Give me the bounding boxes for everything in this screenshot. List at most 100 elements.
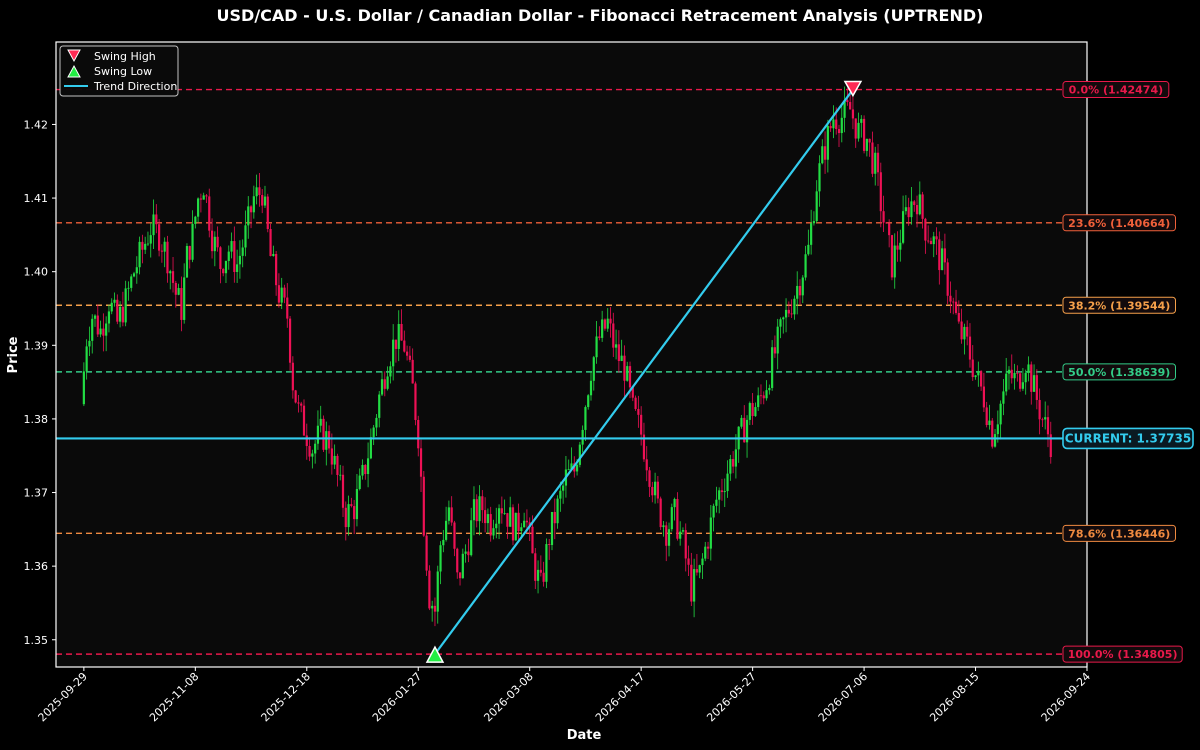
legend-label: Swing High	[94, 50, 156, 63]
candle-body	[286, 297, 289, 319]
candle-body	[745, 419, 749, 443]
candle-body	[595, 336, 598, 358]
candle-body	[1041, 419, 1044, 421]
candle-body	[729, 459, 732, 474]
candle-body	[208, 196, 211, 231]
candle-body	[1024, 372, 1027, 383]
y-tick-label: 1.35	[24, 634, 49, 647]
chart-title: USD/CAD - U.S. Dollar / Canadian Dollar …	[217, 6, 984, 25]
candle-body	[601, 319, 604, 338]
candle-body	[993, 434, 997, 447]
candle-body	[673, 498, 676, 508]
candle-body	[693, 569, 696, 602]
candle-body	[879, 172, 882, 212]
candle-body	[520, 527, 523, 532]
candle-body	[835, 119, 838, 130]
candle-body	[130, 276, 133, 288]
candle-body	[132, 273, 136, 277]
candle-body	[592, 357, 595, 381]
candle-body	[185, 246, 189, 278]
candle-body	[333, 455, 336, 465]
candle-body	[322, 418, 325, 450]
candle-body	[378, 394, 381, 418]
candle-body	[222, 268, 225, 274]
candle-body	[227, 251, 230, 261]
fib-label: 50.0% (1.38639)	[1068, 366, 1170, 379]
swing-low-marker	[425, 645, 445, 663]
candle-body	[982, 386, 985, 408]
candle-body	[743, 417, 746, 443]
candle-body	[935, 236, 938, 240]
candle-body	[199, 198, 202, 200]
candle-body	[790, 313, 793, 315]
candle-body	[796, 285, 799, 299]
y-tick-label: 1.40	[24, 266, 49, 279]
candle-body	[776, 326, 779, 354]
candle-body	[247, 206, 250, 226]
candle-body	[821, 146, 824, 164]
candle-body	[968, 336, 972, 360]
candle-body	[614, 344, 618, 348]
candle-body	[885, 222, 888, 224]
candle-body	[807, 244, 810, 255]
candle-body	[166, 241, 169, 274]
candle-body	[392, 339, 395, 367]
candle-body	[757, 395, 760, 408]
candle-body	[854, 118, 857, 139]
candle-body	[425, 535, 428, 571]
legend-box	[59, 45, 179, 97]
candle-body	[88, 340, 91, 347]
candle-body	[327, 431, 331, 449]
candle-body	[659, 498, 662, 528]
candle-body	[704, 546, 707, 559]
candle-body	[536, 569, 540, 581]
candle-body	[570, 463, 573, 470]
candle-body	[144, 243, 147, 250]
candle-body	[849, 102, 852, 110]
y-tick-label: 1.38	[24, 413, 49, 426]
candle-body	[305, 435, 308, 446]
candle-body	[606, 318, 609, 329]
candle-body	[893, 245, 896, 278]
candle-body	[715, 499, 718, 506]
candle-body	[478, 496, 481, 522]
candle-body	[475, 499, 478, 522]
candle-body	[283, 287, 286, 298]
candle-body	[996, 424, 999, 435]
candle-body	[837, 129, 841, 134]
candle-body	[241, 247, 244, 256]
candle-body	[347, 504, 350, 528]
candle-body	[219, 247, 222, 269]
candle-body	[1021, 382, 1025, 389]
candle-body	[514, 512, 517, 541]
candle-body	[233, 241, 236, 272]
candle-body	[492, 528, 495, 536]
candle-body	[1007, 369, 1011, 374]
candle-body	[818, 163, 821, 192]
candle-body	[461, 553, 464, 579]
candle-body	[567, 469, 570, 470]
candle-body	[665, 525, 668, 546]
candle-body	[369, 437, 372, 459]
candle-body	[559, 490, 562, 499]
candle-body	[1002, 391, 1005, 404]
candle-body	[213, 236, 216, 252]
fib-level-lines	[56, 88, 1087, 655]
candle-body	[734, 449, 738, 467]
candle-body	[653, 481, 657, 496]
candle-body	[470, 520, 473, 556]
candle-body	[1010, 369, 1013, 379]
candle-body	[107, 311, 111, 324]
candle-body	[862, 118, 866, 151]
candle-body	[762, 395, 765, 399]
candle-body	[453, 522, 456, 549]
legend-label: Trend Direction	[93, 80, 177, 93]
candle-body	[980, 371, 983, 387]
fib-label: 78.6% (1.36446)	[1068, 527, 1170, 540]
candle-body	[779, 319, 782, 327]
candle-body	[748, 403, 751, 420]
candle-body	[506, 513, 509, 527]
candle-body	[386, 376, 389, 389]
candle-body	[793, 298, 796, 315]
candle-body	[358, 475, 361, 490]
